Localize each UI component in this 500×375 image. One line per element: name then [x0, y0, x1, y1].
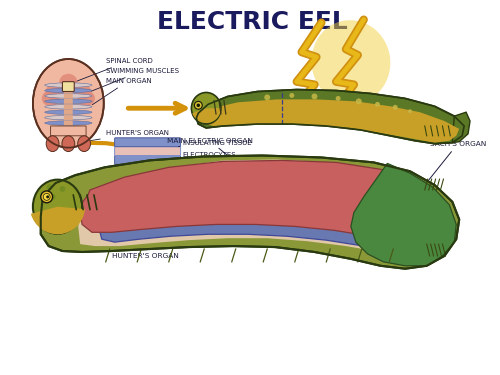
Ellipse shape	[312, 20, 390, 104]
Ellipse shape	[46, 136, 59, 152]
FancyBboxPatch shape	[64, 99, 73, 104]
Ellipse shape	[42, 90, 60, 106]
Wedge shape	[31, 207, 85, 234]
FancyBboxPatch shape	[50, 126, 86, 136]
Ellipse shape	[74, 84, 91, 99]
FancyBboxPatch shape	[64, 93, 73, 98]
Circle shape	[46, 195, 49, 198]
FancyBboxPatch shape	[64, 115, 73, 120]
FancyBboxPatch shape	[64, 120, 73, 126]
Circle shape	[43, 194, 50, 200]
Wedge shape	[192, 108, 221, 123]
FancyBboxPatch shape	[62, 82, 74, 92]
Ellipse shape	[60, 74, 77, 90]
Circle shape	[46, 184, 52, 190]
Ellipse shape	[44, 121, 92, 125]
Circle shape	[60, 186, 66, 192]
Text: SWIMMING MUSCLES: SWIMMING MUSCLES	[90, 68, 179, 92]
Circle shape	[264, 94, 270, 100]
FancyBboxPatch shape	[114, 138, 180, 147]
Ellipse shape	[78, 136, 90, 152]
Circle shape	[194, 101, 202, 109]
Circle shape	[41, 191, 52, 203]
FancyBboxPatch shape	[64, 104, 73, 109]
Text: SACH'S ORGAN: SACH'S ORGAN	[414, 141, 486, 198]
Circle shape	[50, 194, 56, 200]
Text: INSULATING TISSUE: INSULATING TISSUE	[178, 140, 251, 147]
Ellipse shape	[44, 83, 92, 87]
Text: MAIN ORGAN: MAIN ORGAN	[92, 78, 152, 105]
Ellipse shape	[44, 110, 92, 114]
FancyBboxPatch shape	[114, 156, 180, 164]
Ellipse shape	[46, 84, 64, 99]
Text: HUNTER'S ORGAN: HUNTER'S ORGAN	[112, 205, 196, 259]
Circle shape	[356, 98, 362, 104]
FancyBboxPatch shape	[114, 164, 180, 173]
Polygon shape	[196, 90, 464, 144]
Polygon shape	[78, 159, 450, 256]
Ellipse shape	[44, 88, 92, 93]
Circle shape	[392, 105, 398, 110]
Circle shape	[196, 104, 200, 107]
Circle shape	[336, 96, 340, 101]
Circle shape	[375, 102, 380, 107]
Circle shape	[312, 93, 318, 99]
Circle shape	[408, 109, 412, 113]
Text: ELECTROCYTES: ELECTROCYTES	[178, 152, 236, 160]
Ellipse shape	[62, 136, 74, 152]
Text: SPINAL CORD: SPINAL CORD	[73, 58, 152, 82]
Circle shape	[290, 93, 294, 98]
Polygon shape	[41, 156, 459, 269]
Text: HUNTER'S ORGAN: HUNTER'S ORGAN	[87, 130, 169, 141]
Ellipse shape	[77, 90, 95, 106]
Ellipse shape	[44, 116, 92, 120]
Ellipse shape	[33, 180, 82, 234]
Ellipse shape	[33, 59, 104, 148]
Text: MAIN ELECTRIC ORGAN: MAIN ELECTRIC ORGAN	[167, 138, 255, 178]
Polygon shape	[98, 162, 434, 252]
Polygon shape	[80, 160, 446, 241]
FancyBboxPatch shape	[64, 88, 73, 93]
Ellipse shape	[44, 105, 92, 109]
Text: ELECTRIC EEL: ELECTRIC EEL	[157, 10, 348, 34]
Ellipse shape	[44, 94, 92, 98]
FancyBboxPatch shape	[64, 110, 73, 115]
Ellipse shape	[44, 99, 92, 104]
Polygon shape	[351, 164, 456, 266]
Polygon shape	[203, 99, 459, 143]
Ellipse shape	[192, 93, 221, 124]
FancyBboxPatch shape	[114, 147, 180, 156]
Polygon shape	[452, 112, 470, 143]
